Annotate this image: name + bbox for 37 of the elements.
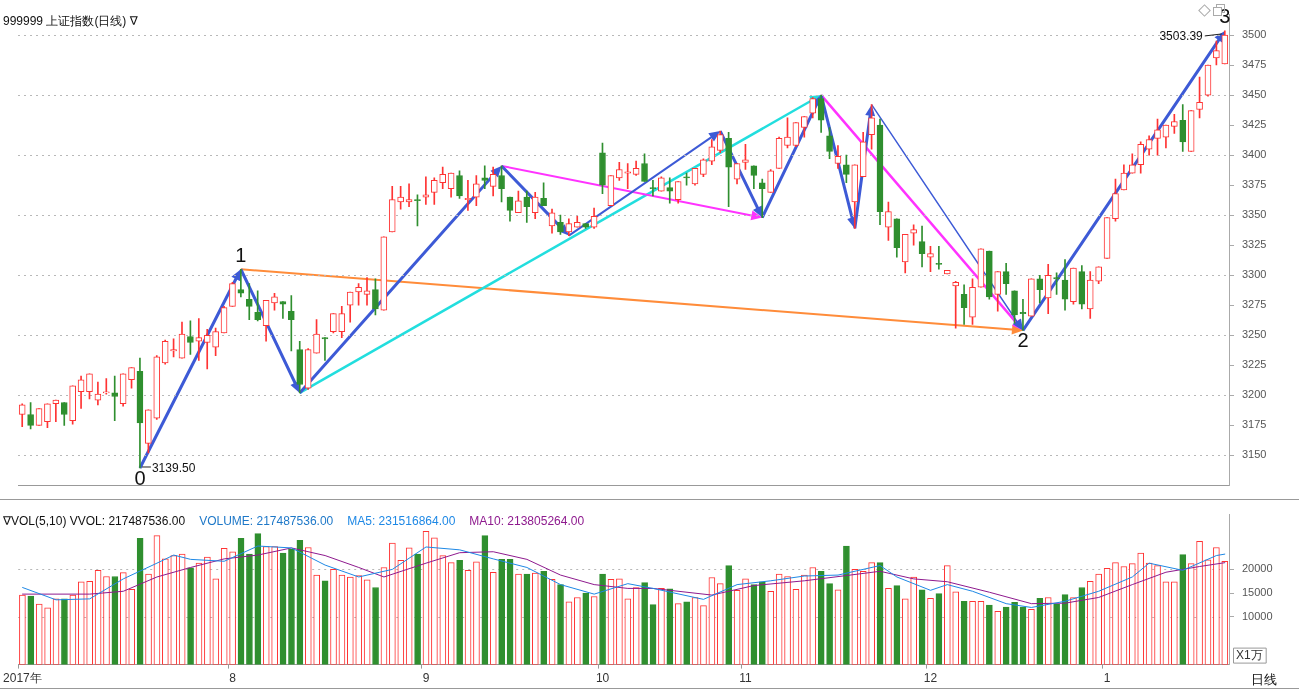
y-tick-label: 3500 (1242, 28, 1267, 41)
y-tick-label: 3175 (1242, 418, 1267, 431)
y-tick-label: 3325 (1242, 238, 1267, 251)
y-axis-title: X1万 (1236, 647, 1263, 662)
y-tick-label: 3275 (1242, 298, 1267, 311)
x-tick-label: 12 (923, 671, 938, 686)
y-tick-label: 3300 (1242, 268, 1267, 281)
y-tick-label: 3225 (1242, 358, 1267, 371)
annotation: 3503.39 (1159, 29, 1204, 44)
annotation: 2 (1017, 328, 1029, 351)
y-tick-label: 3475 (1242, 58, 1267, 71)
x-tick-label: 9 (422, 671, 430, 686)
chart-title: ∇VOL(5,10) VVOL: 217487536.00 (2, 513, 186, 528)
y-tick-label: 3150 (1242, 448, 1267, 461)
y-tick-label: 3425 (1242, 118, 1267, 131)
x-tick-label: 10 (595, 671, 610, 686)
x-tick-label: 1 (1103, 671, 1111, 686)
y-tick-label: 3400 (1242, 148, 1267, 161)
annotation: VOLUME: 217487536.00 (199, 513, 334, 528)
y-tick-label: 3375 (1242, 178, 1267, 191)
annotation: 3139.50 (151, 461, 196, 476)
annotation: 1 (235, 243, 247, 266)
y-tick-label: 20000 (1242, 562, 1273, 575)
y-tick-label: 10000 (1242, 610, 1273, 623)
y-tick-label: 15000 (1242, 586, 1273, 599)
x-tick-label: 11 (739, 671, 753, 686)
y-tick-label: 3200 (1242, 388, 1267, 401)
series-label: MA5: 231516864.00 (347, 513, 456, 528)
chart-title: 999999 上证指数(日线) ∇ (3, 13, 139, 28)
y-tick-label: 3450 (1242, 88, 1267, 101)
y-tick-label: 3350 (1242, 208, 1267, 221)
text: MA10: 213805264.00 (469, 513, 585, 528)
y-tick-label: 3250 (1242, 328, 1267, 341)
x-tick-label: 8 (229, 671, 237, 686)
annotation: 0 (134, 466, 146, 489)
x-tick-label: 2017年 (3, 671, 42, 686)
x-axis-title: 日线 (1251, 671, 1277, 687)
